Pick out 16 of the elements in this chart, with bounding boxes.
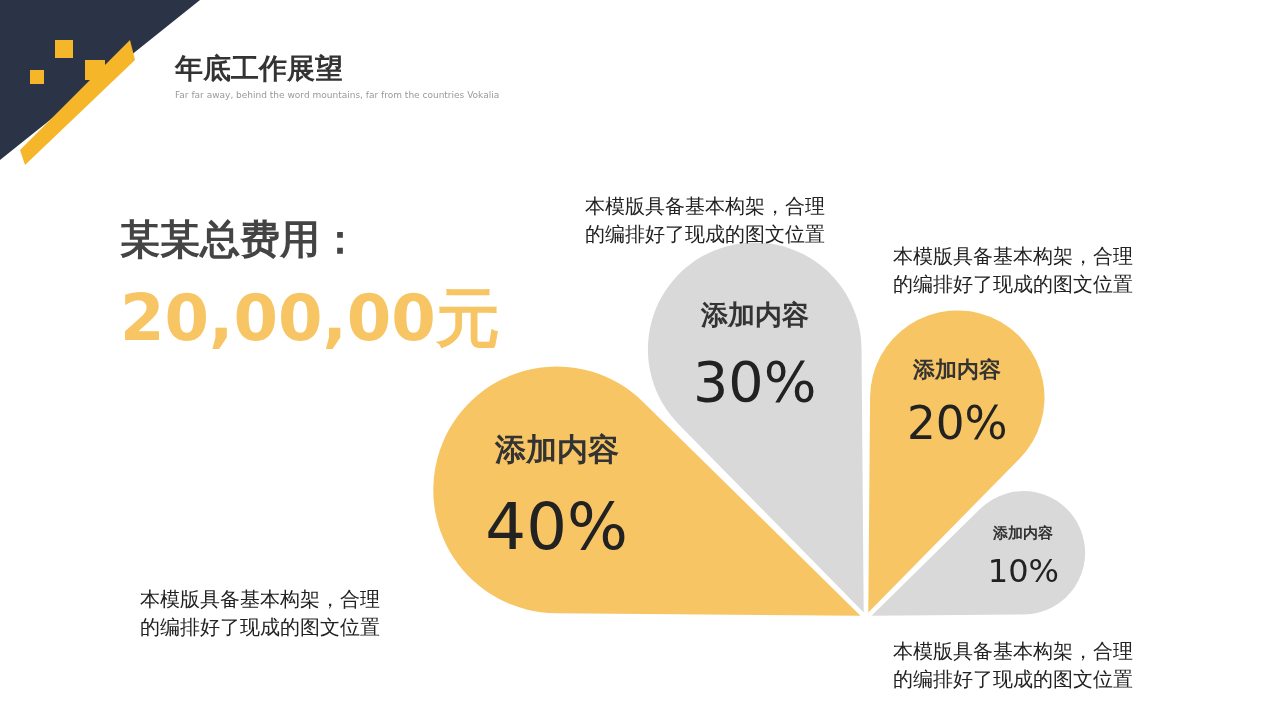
data-label: 10% <box>987 552 1060 591</box>
text: 本模版具备基本构架，合理的编排好了现成的图文位置 <box>893 243 1134 298</box>
text: 某某总费用： <box>120 215 360 264</box>
data-label: 30% <box>693 348 817 414</box>
category-label: 添加内容 <box>699 298 809 330</box>
category-label: 添加内容 <box>992 523 1054 542</box>
text: 本模版具备基本构架，合理的编排好了现成的图文位置 <box>585 193 826 248</box>
category-label: 添加内容 <box>912 356 1002 382</box>
text: Far far away, behind the word mountains, far from the countries Vokalia <box>175 90 500 100</box>
category-label: 添加内容 <box>493 431 619 468</box>
text: 20,00,00元 <box>120 280 500 357</box>
text: 年底工作展望 <box>175 51 343 87</box>
text: 本模版具备基本构架，合理的编排好了现成的图文位置 <box>893 638 1134 693</box>
data-label: 20% <box>906 397 1008 451</box>
text: 本模版具备基本构架，合理的编排好了现成的图文位置 <box>140 586 381 641</box>
data-label: 40% <box>485 489 628 565</box>
